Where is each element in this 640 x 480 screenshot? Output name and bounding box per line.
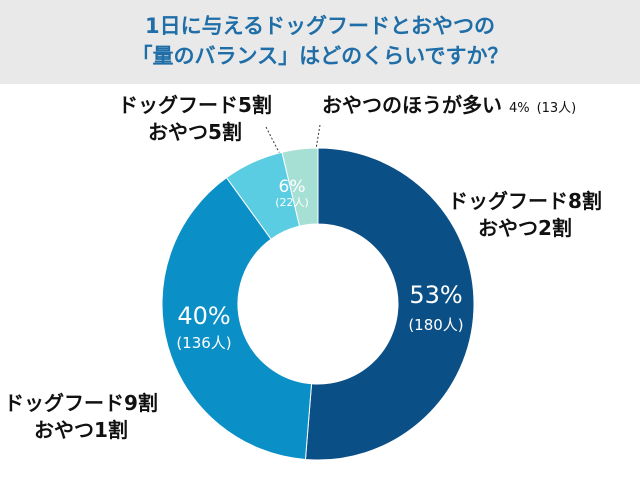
slice-percent-1: 40% [177,302,230,330]
donut-slice-3 [281,147,319,227]
slice-count-0: (180人) [408,316,463,334]
slice-percent-2: 6% [279,177,306,197]
chart-title: 1日に与えるドッグフードとおやつの 「量のバランス」はどのくらいですか？ [0,0,640,84]
title-line-2: 「量のバランス」はどのくらいですか？ [131,44,509,68]
donut-slice-1 [161,176,313,461]
title-line-1: 1日に与えるドッグフードとおやつの [145,14,495,38]
label-slice-3: おやつのほうが多い 4% (13人) [322,93,577,117]
label-slice-2: ドッグフード5割 おやつ5割 [118,93,272,144]
label-slice-0: ドッグフード8割 おやつ2割 [448,189,602,240]
slice-percent-0: 53% [409,281,462,309]
label-slice-1: ドッグフード9割 おやつ1割 [4,391,158,442]
donut-slice-0 [304,147,475,461]
slice-count-2: (22人) [275,196,309,209]
slice-count-1: (136人) [176,334,231,352]
